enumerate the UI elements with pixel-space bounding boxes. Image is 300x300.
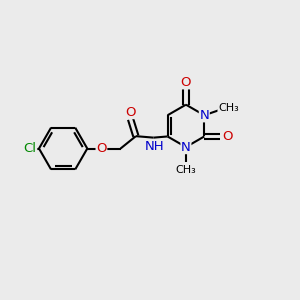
Text: O: O	[222, 130, 232, 143]
Text: O: O	[96, 142, 107, 155]
Text: N: N	[181, 141, 191, 154]
Text: CH₃: CH₃	[176, 165, 196, 175]
Text: O: O	[181, 76, 191, 89]
Text: Cl: Cl	[24, 142, 37, 155]
Text: NH: NH	[144, 140, 164, 153]
Text: CH₃: CH₃	[218, 103, 239, 113]
Text: N: N	[200, 109, 209, 122]
Text: O: O	[125, 106, 136, 118]
